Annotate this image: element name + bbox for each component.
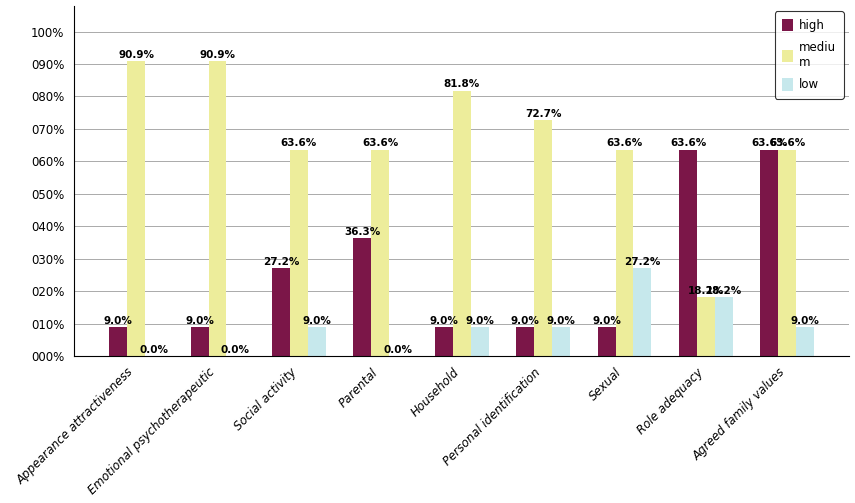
- Bar: [272, 268, 290, 356]
- Text: 0.0%: 0.0%: [384, 345, 413, 355]
- Text: 18.2%: 18.2%: [687, 286, 724, 296]
- Text: 9.0%: 9.0%: [510, 316, 540, 325]
- Bar: [353, 238, 371, 356]
- Text: 18.2%: 18.2%: [705, 286, 742, 296]
- Text: 63.6%: 63.6%: [670, 138, 706, 148]
- Text: 90.9%: 90.9%: [199, 50, 235, 60]
- Bar: [534, 120, 552, 356]
- Text: 81.8%: 81.8%: [444, 79, 480, 90]
- Bar: [697, 297, 715, 356]
- Bar: [471, 327, 488, 356]
- Text: 27.2%: 27.2%: [262, 257, 299, 267]
- Bar: [679, 150, 697, 356]
- Bar: [127, 61, 145, 356]
- Bar: [209, 61, 227, 356]
- Text: 27.2%: 27.2%: [624, 257, 661, 267]
- Bar: [634, 268, 652, 356]
- Text: 9.0%: 9.0%: [303, 316, 331, 325]
- Bar: [552, 327, 570, 356]
- Bar: [191, 327, 209, 356]
- Text: 63.6%: 63.6%: [752, 138, 787, 148]
- Legend: high, mediu
m, low: high, mediu m, low: [775, 12, 844, 99]
- Text: 90.9%: 90.9%: [118, 50, 154, 60]
- Bar: [435, 327, 453, 356]
- Text: 63.6%: 63.6%: [770, 138, 805, 148]
- Text: 0.0%: 0.0%: [221, 345, 250, 355]
- Bar: [796, 327, 814, 356]
- Bar: [778, 150, 796, 356]
- Text: 36.3%: 36.3%: [345, 227, 380, 237]
- Text: 9.0%: 9.0%: [791, 316, 820, 325]
- Text: 9.0%: 9.0%: [546, 316, 575, 325]
- Bar: [371, 150, 389, 356]
- Bar: [715, 297, 733, 356]
- Text: 9.0%: 9.0%: [593, 316, 621, 325]
- Bar: [760, 150, 778, 356]
- Bar: [290, 150, 308, 356]
- Text: 63.6%: 63.6%: [606, 138, 643, 148]
- Text: 63.6%: 63.6%: [363, 138, 398, 148]
- Bar: [598, 327, 616, 356]
- Bar: [109, 327, 127, 356]
- Text: 9.0%: 9.0%: [465, 316, 494, 325]
- Text: 0.0%: 0.0%: [139, 345, 168, 355]
- Bar: [516, 327, 534, 356]
- Bar: [616, 150, 634, 356]
- Text: 9.0%: 9.0%: [103, 316, 133, 325]
- Text: 72.7%: 72.7%: [525, 109, 562, 119]
- Text: 9.0%: 9.0%: [186, 316, 214, 325]
- Text: 9.0%: 9.0%: [429, 316, 458, 325]
- Text: 63.6%: 63.6%: [280, 138, 317, 148]
- Bar: [453, 91, 471, 356]
- Bar: [308, 327, 326, 356]
